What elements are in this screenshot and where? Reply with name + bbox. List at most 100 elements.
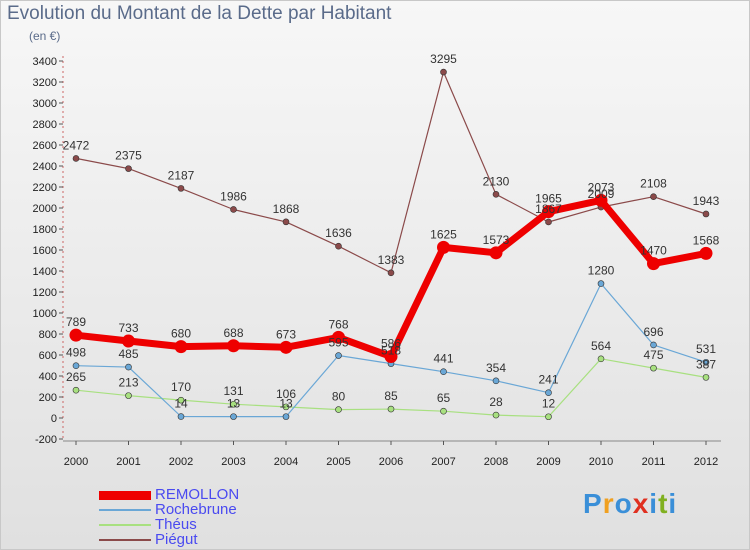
data-label-rochebrune: 498 — [66, 346, 86, 360]
x-tick-label: 2004 — [274, 456, 298, 468]
y-tick-label: 3200 — [33, 77, 57, 89]
y-tick-label: 3400 — [33, 56, 57, 68]
data-point-theus — [387, 405, 395, 413]
y-tick-label: 2600 — [33, 140, 57, 152]
data-label-rochebrune: 518 — [381, 344, 401, 358]
data-point-rochebrune — [335, 352, 342, 359]
data-label-remollon: 1625 — [430, 227, 457, 241]
data-label-remollon: 688 — [223, 326, 243, 340]
data-point-theus — [230, 400, 237, 408]
logo-letter: x — [632, 488, 650, 519]
data-point-remollon — [437, 240, 450, 254]
y-tick-label: 1000 — [33, 308, 57, 320]
x-tick-label: 2007 — [431, 456, 455, 468]
data-label-remollon: 733 — [118, 321, 138, 335]
data-point-piegut — [387, 269, 395, 277]
data-point-remollon — [122, 334, 135, 348]
y-tick-label: 200 — [39, 392, 57, 404]
data-label-piegut: 1986 — [220, 189, 247, 203]
data-point-piegut — [440, 68, 447, 76]
data-point-piegut — [335, 242, 342, 250]
data-point-rochebrune — [282, 413, 290, 420]
x-tick-label: 2005 — [326, 456, 350, 468]
logo-letter: i — [668, 488, 678, 519]
y-tick-label: 400 — [39, 371, 57, 383]
data-label-piegut: 1867 — [535, 202, 562, 216]
data-label-rochebrune: 13 — [227, 397, 241, 411]
data-point-theus — [650, 364, 657, 372]
data-label-rochebrune: 14 — [174, 397, 188, 411]
data-point-rochebrune — [230, 413, 237, 420]
data-label-remollon: 680 — [171, 327, 191, 341]
data-point-rochebrune — [702, 358, 710, 366]
data-label-theus: 475 — [643, 348, 663, 362]
x-tick-label: 2010 — [589, 456, 613, 468]
data-point-remollon — [647, 257, 660, 271]
y-tick-label: 1200 — [33, 287, 57, 299]
x-tick-label: 2008 — [484, 456, 508, 468]
logo-letter: P — [583, 488, 603, 519]
y-tick-label: 3000 — [33, 98, 57, 110]
y-tick-label: 0 — [51, 413, 57, 425]
data-label-theus: 106 — [276, 387, 296, 401]
y-tick-label: 2200 — [33, 182, 57, 194]
data-label-rochebrune: 13 — [279, 397, 293, 411]
data-label-rochebrune: 1280 — [588, 264, 615, 278]
data-point-remollon — [699, 246, 713, 260]
y-tick-label: -200 — [35, 434, 57, 446]
data-label-rochebrune: 241 — [538, 373, 558, 387]
data-label-theus: 170 — [171, 380, 191, 394]
y-tick-label: 2400 — [33, 161, 57, 173]
data-point-piegut — [230, 206, 237, 213]
data-point-theus — [72, 386, 80, 394]
data-label-theus: 131 — [223, 384, 243, 398]
data-point-piegut — [177, 185, 185, 192]
y-tick-label: 1400 — [33, 266, 57, 278]
data-point-remollon — [594, 193, 608, 207]
data-point-theus — [335, 406, 342, 413]
data-point-theus — [597, 355, 605, 363]
data-point-remollon — [69, 328, 83, 342]
data-label-theus: 85 — [384, 389, 398, 403]
data-point-theus — [545, 413, 552, 421]
logo-letter: r — [602, 488, 615, 519]
data-label-piegut: 1383 — [378, 253, 405, 267]
data-point-remollon — [279, 340, 293, 354]
data-label-rochebrune: 595 — [328, 336, 348, 350]
data-point-rochebrune — [545, 389, 552, 396]
data-label-remollon: 673 — [276, 327, 296, 341]
data-label-theus: 28 — [489, 395, 503, 409]
y-tick-label: 2000 — [33, 203, 57, 215]
y-tick-label: 600 — [39, 350, 57, 362]
data-point-theus — [702, 374, 710, 381]
data-label-piegut: 2472 — [63, 138, 90, 152]
data-point-rochebrune — [125, 363, 132, 371]
data-label-theus: 213 — [118, 376, 138, 390]
legend-label: Rochebrune — [155, 501, 237, 518]
x-tick-label: 2012 — [694, 456, 718, 468]
data-label-rochebrune: 696 — [643, 325, 663, 339]
data-label-piegut: 2375 — [115, 149, 142, 163]
data-label-remollon: 789 — [66, 315, 86, 329]
legend-label: Piégut — [155, 531, 198, 548]
data-point-theus — [177, 396, 185, 404]
x-tick-label: 2003 — [221, 456, 245, 468]
data-point-rochebrune — [597, 280, 605, 287]
x-tick-label: 2006 — [379, 456, 403, 468]
legend-label: REMOLLON — [155, 486, 240, 503]
data-point-remollon — [542, 205, 555, 219]
data-label-piegut: 1943 — [693, 194, 720, 208]
data-label-theus: 564 — [591, 339, 611, 353]
data-point-rochebrune — [72, 362, 80, 370]
data-label-rochebrune: 354 — [486, 361, 506, 375]
data-point-piegut — [125, 165, 132, 172]
data-label-piegut: 1868 — [273, 202, 300, 216]
logo-letter: i — [649, 488, 659, 519]
data-label-remollon: 1568 — [693, 233, 720, 247]
data-point-rochebrune — [177, 413, 185, 420]
data-label-remollon: 2073 — [588, 180, 615, 194]
legend-swatch — [99, 491, 151, 500]
data-point-rochebrune — [440, 368, 447, 375]
data-point-remollon — [227, 339, 240, 353]
